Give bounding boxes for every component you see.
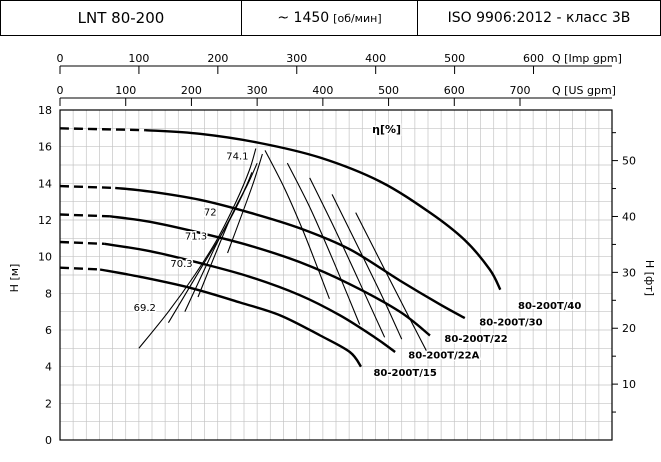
curve-label-80-200T/40: 80-200T/40 xyxy=(518,301,581,312)
efficiency-label-70.3: 70.3 xyxy=(170,259,192,270)
pump-speed-cell: ~ 1450 [об/мин] xyxy=(242,1,418,35)
efficiency-right-branch-2 xyxy=(309,177,386,338)
pump-curve-80-200T/22A xyxy=(104,242,396,353)
svg-text:700: 700 xyxy=(510,84,531,97)
svg-text:400: 400 xyxy=(312,84,333,97)
pump-curve-dashed-80-200T/15 xyxy=(59,266,101,271)
axis-q-imp-gpm: 0 100 200 300 400 500 600 Q [Imp gpm] xyxy=(57,52,622,74)
pump-curve-dashed-80-200T/22 xyxy=(59,213,110,218)
svg-text:8: 8 xyxy=(45,287,52,300)
pump-curve-80-200T/30 xyxy=(115,186,466,320)
efficiency-label-69.2: 69.2 xyxy=(134,303,156,314)
svg-text:14: 14 xyxy=(38,177,52,190)
curve-label-80-200T/15: 80-200T/15 xyxy=(373,368,436,379)
efficiency-right-branch-3 xyxy=(331,194,403,340)
curve-label-80-200T/30: 80-200T/30 xyxy=(479,317,542,328)
efficiency-axis-label: η[%] xyxy=(372,123,401,136)
curve-label-80-200T/22A: 80-200T/22A xyxy=(408,350,479,361)
efficiency-label-74.1: 74.1 xyxy=(226,152,248,163)
efficiency-line-69.2 xyxy=(138,148,257,349)
svg-text:200: 200 xyxy=(207,52,228,65)
svg-text:0: 0 xyxy=(57,52,64,65)
pump-speed: ~ 1450 xyxy=(277,10,330,26)
pump-model-cell: LNT 80-200 xyxy=(1,1,242,35)
svg-text:300: 300 xyxy=(247,84,268,97)
svg-text:6: 6 xyxy=(45,324,52,337)
svg-text:10: 10 xyxy=(622,378,636,391)
grid xyxy=(59,109,613,441)
pump-curve-80-200T/15 xyxy=(99,268,362,368)
svg-text:600: 600 xyxy=(523,52,544,65)
svg-text:40: 40 xyxy=(622,210,636,223)
svg-text:16: 16 xyxy=(38,141,52,154)
pump-model: LNT 80-200 xyxy=(77,9,165,27)
header-table: LNT 80-200 ~ 1450 [об/мин] ISO 9906:2012… xyxy=(0,0,661,36)
efficiency-label-72: 72 xyxy=(204,207,217,218)
svg-text:0: 0 xyxy=(45,434,52,447)
svg-text:500: 500 xyxy=(444,52,465,65)
svg-text:300: 300 xyxy=(286,52,307,65)
axis-q-us-gpm: 0 100 200 300 400 500 600 700 Q [US gpm] xyxy=(57,84,616,106)
svg-text:400: 400 xyxy=(365,52,386,65)
iso-standard: ISO 9906:2012 - класс 3В xyxy=(447,10,631,26)
pump-curves xyxy=(59,127,502,368)
svg-text:50: 50 xyxy=(622,155,636,168)
pump-curve-dashed-80-200T/30 xyxy=(59,184,116,190)
pump-curve-dashed-80-200T/40 xyxy=(59,127,146,132)
svg-text:100: 100 xyxy=(128,52,149,65)
curve-labels: 80-200T/40 80-200T/30 80-200T/22 80-200T/22… xyxy=(132,121,583,380)
axis-q-imp-gpm-unit: Q [Imp gpm] xyxy=(552,52,622,65)
svg-text:200: 200 xyxy=(181,84,202,97)
svg-text:30: 30 xyxy=(622,266,636,279)
efficiency-line-74.1 xyxy=(227,153,263,254)
axis-q-us-gpm-unit: Q [US gpm] xyxy=(552,84,616,97)
axis-h-m-unit: H [м] xyxy=(8,264,21,293)
efficiency-label-71.3: 71.3 xyxy=(185,231,207,242)
efficiency-right-branch-1 xyxy=(286,162,361,325)
svg-text:0: 0 xyxy=(57,84,64,97)
svg-text:600: 600 xyxy=(444,84,465,97)
svg-text:4: 4 xyxy=(45,361,52,374)
svg-text:18: 18 xyxy=(38,104,52,117)
efficiency-right-branch-4 xyxy=(355,212,429,355)
curve-label-80-200T/22: 80-200T/22 xyxy=(444,334,507,345)
pump-curve-80-200T/40 xyxy=(145,128,502,291)
svg-text:10: 10 xyxy=(38,251,52,264)
iso-standard-cell: ISO 9906:2012 - класс 3В xyxy=(418,1,660,35)
pump-curve-80-200T/22 xyxy=(109,215,431,337)
svg-text:100: 100 xyxy=(115,84,136,97)
pump-curve-dashed-80-200T/22A xyxy=(59,240,105,246)
svg-text:12: 12 xyxy=(38,214,52,227)
axis-h-ft-unit: H [фт] xyxy=(643,260,656,296)
pump-speed-unit: [об/мин] xyxy=(333,11,382,25)
plot-frame xyxy=(59,109,613,441)
svg-text:500: 500 xyxy=(378,84,399,97)
axis-h-m: 0 2 4 6 8 10 12 14 16 18 H [м] xyxy=(8,104,52,447)
svg-text:2: 2 xyxy=(45,397,52,410)
svg-text:20: 20 xyxy=(622,322,636,335)
efficiency-right-branch-0 xyxy=(264,150,330,300)
axis-h-ft: 10 20 30 40 50 H [фт] xyxy=(612,132,656,413)
